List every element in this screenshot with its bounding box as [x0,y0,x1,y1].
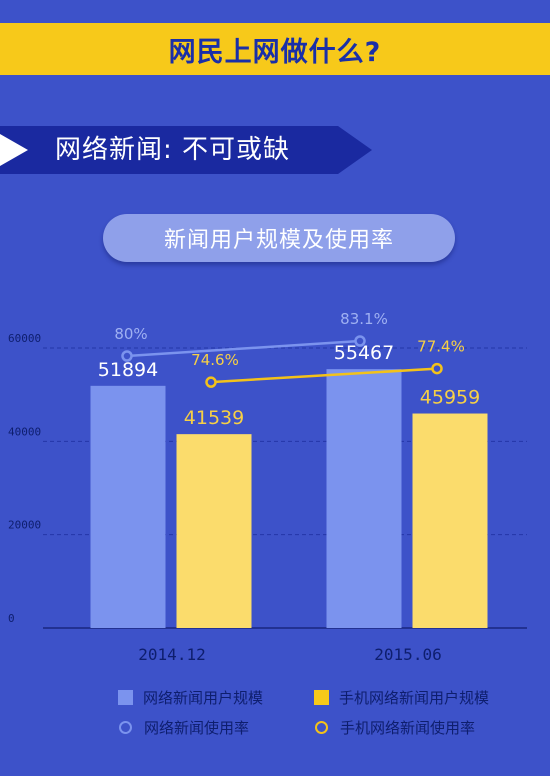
section-ribbon [0,126,372,174]
section-play-icon [0,134,28,166]
line-value-label: 74.6% [191,351,239,369]
x-tick-label: 2015.06 [374,645,441,664]
line-value-label: 83.1% [340,310,388,328]
bar [90,385,166,628]
bar [412,413,488,628]
chart: 0 20000 40000 60000 51894 55467 41539 45959 2014… [8,310,527,664]
line-point [121,350,133,362]
bar-value-label: 55467 [334,342,394,364]
legend-swatch-news-users [118,689,133,705]
bar [176,434,252,628]
page-title-banner: 网民上网做什么? [0,23,550,75]
chart-title-pill: 新闻用户规模及使用率 [103,214,455,262]
bar [326,369,402,628]
section-title: 网络新闻: 不可或缺 [55,135,291,165]
legend-label-news-rate: 网络新闻使用率 [144,718,250,737]
line-point [205,376,217,388]
legend-row: 网络新闻用户规模 手机网络新闻用户规模 [118,682,548,712]
chart-title: 新闻用户规模及使用率 [163,228,394,253]
y-tick-label: 40000 [8,425,41,438]
legend-label-mobile-users: 手机网络新闻用户规模 [339,688,490,707]
bar-value-label: 45959 [420,387,480,409]
legend-label-mobile-rate: 手机网络新闻使用率 [340,718,476,737]
legend-item-news-users: 网络新闻用户规模 [118,687,314,708]
legend-ring-news-rate-icon [119,720,132,734]
bar-value-label: 51894 [98,359,158,381]
legend-swatch-mobile-users [314,689,329,705]
series-line [210,367,438,384]
y-tick-label: 60000 [8,332,41,345]
legend-item-mobile-rate: 手机网络新闻使用率 [314,717,475,738]
line-point [354,335,366,347]
page-title: 网民上网做什么? [168,36,382,68]
series-line [126,339,361,358]
chart-legend: 网络新闻用户规模 手机网络新闻用户规模 网络新闻使用率 手机网络新闻使用率 [118,682,548,742]
legend-label-news-users: 网络新闻用户规模 [143,688,264,707]
line-value-label: 80% [114,325,147,343]
line-value-label: 77.4% [417,338,465,356]
legend-row: 网络新闻使用率 手机网络新闻使用率 [118,712,548,742]
line-point [431,362,443,375]
y-tick-label: 20000 [8,519,41,532]
bar-value-label: 41539 [184,407,244,429]
legend-item-mobile-users: 手机网络新闻用户规模 [314,687,489,708]
y-tick-label: 0 [8,612,15,625]
legend-ring-mobile-rate-icon [315,720,328,734]
section-ribbon-shape [0,126,372,174]
x-tick-label: 2014.12 [138,645,205,664]
legend-item-news-rate: 网络新闻使用率 [118,717,314,738]
